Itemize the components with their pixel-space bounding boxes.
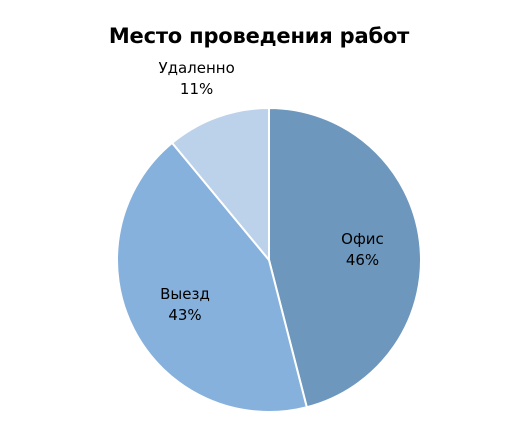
pie-slice-0 bbox=[268, 106, 422, 409]
slice-label-value-2: 11% bbox=[180, 80, 213, 98]
chart-title: Место проведения работ bbox=[108, 24, 410, 48]
slice-label-name-2: Удаленно bbox=[158, 59, 234, 77]
slice-label-value-1: 43% bbox=[168, 306, 201, 324]
pie-slice-1 bbox=[116, 141, 309, 413]
slice-label-name-1: Выезд bbox=[160, 285, 210, 303]
pie-slice-2 bbox=[170, 106, 270, 263]
slice-label-value-0: 46% bbox=[346, 251, 379, 269]
slice-label-name-0: Офис bbox=[341, 230, 384, 248]
